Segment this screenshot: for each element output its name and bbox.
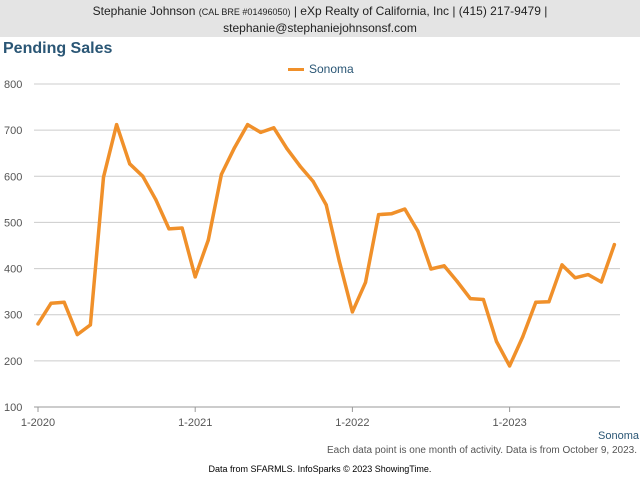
data-point-3-2021 (219, 172, 223, 177)
chart-legend: Sonoma (288, 62, 354, 76)
data-point-12-2020 (180, 226, 184, 230)
data-point-1-2021 (193, 275, 197, 279)
data-point-6-2022 (416, 229, 420, 233)
data-point-11-2021 (324, 203, 328, 207)
x-tick-label-1-2023: 1-2023 (492, 417, 526, 429)
data-point-3-2023 (534, 300, 538, 304)
series-line-sonoma (36, 122, 617, 368)
data-source-footer: Data from SFARMLS. InfoSparks © 2023 Sho… (208, 464, 432, 474)
data-point-8-2020 (128, 162, 132, 166)
data-point-4-2020 (75, 332, 79, 337)
data-point-4-2022 (390, 212, 394, 216)
y-tick-label-300: 300 (4, 310, 22, 322)
agent-license: (CAL BRE #01496050) (198, 7, 291, 17)
data-point-9-2023 (612, 242, 617, 247)
legend-swatch (288, 67, 304, 71)
y-tick-label-400: 400 (4, 264, 22, 276)
data-point-3-2022 (377, 212, 381, 217)
data-point-10-2021 (311, 179, 315, 183)
data-footnote: Each data point is one month of activity… (327, 445, 637, 456)
y-tick-label-100: 100 (4, 402, 22, 414)
data-point-7-2023 (586, 272, 590, 277)
chart-title: Pending Sales (3, 40, 113, 57)
agent-header: Stephanie Johnson (CAL BRE #01496050) | … (0, 0, 640, 37)
data-point-2-2020 (49, 301, 53, 305)
x-tick-label-1-2021: 1-2021 (178, 417, 212, 429)
data-point-2-2021 (206, 238, 210, 242)
data-point-8-2023 (599, 280, 603, 284)
data-point-4-2023 (547, 300, 551, 304)
x-tick-label-1-2020: 1-2020 (21, 417, 55, 429)
data-point-1-2022 (350, 310, 354, 314)
data-point-5-2022 (403, 207, 407, 211)
agent-name: Stephanie Johnson (92, 4, 196, 18)
y-tick-label-500: 500 (4, 217, 22, 229)
data-point-5-2023 (560, 263, 564, 267)
data-point-9-2021 (298, 164, 302, 168)
data-point-5-2020 (88, 323, 92, 327)
series-label: Sonoma (598, 430, 639, 442)
data-point-2-2022 (363, 280, 368, 285)
x-tick-label-1-2022: 1-2022 (335, 417, 369, 429)
data-point-11-2022 (481, 297, 485, 302)
y-tick-label-200: 200 (4, 356, 22, 368)
data-point-10-2020 (154, 198, 158, 202)
y-tick-label-600: 600 (4, 171, 22, 183)
data-point-8-2021 (285, 147, 289, 151)
y-tick-label-800: 800 (4, 79, 22, 91)
agent-company: | eXp Realty of California, Inc | (415) … (293, 4, 548, 18)
data-point-7-2022 (429, 267, 433, 271)
data-point-6-2023 (573, 276, 577, 280)
data-point-5-2021 (246, 123, 250, 127)
agent-email: stephanie@stephaniejohnsonsf.com (223, 21, 417, 35)
data-point-12-2021 (337, 259, 341, 263)
data-point-12-2022 (494, 339, 499, 344)
data-point-1-2023 (508, 364, 512, 368)
data-point-1-2020 (36, 322, 40, 326)
data-point-9-2020 (141, 174, 145, 178)
data-point-11-2020 (167, 227, 171, 231)
data-point-6-2020 (101, 175, 106, 179)
data-point-3-2020 (62, 300, 66, 304)
data-point-10-2022 (468, 296, 472, 301)
y-tick-label-700: 700 (4, 125, 22, 137)
data-point-7-2020 (115, 123, 119, 127)
data-point-8-2022 (442, 264, 446, 268)
data-point-2-2023 (521, 335, 525, 339)
legend-label: Sonoma (309, 62, 354, 76)
data-point-4-2021 (232, 146, 237, 150)
data-point-9-2022 (455, 279, 459, 284)
data-point-6-2021 (259, 130, 263, 135)
data-point-7-2021 (272, 126, 276, 130)
